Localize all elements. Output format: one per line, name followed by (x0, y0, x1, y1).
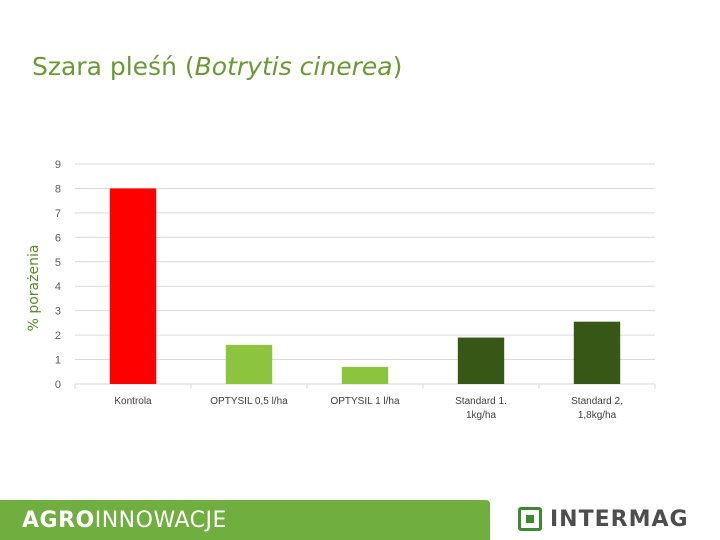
x-tick-label: 1,8kg/ha (578, 410, 617, 421)
y-tick-label: 5 (55, 257, 61, 269)
footer-band (0, 500, 490, 540)
intermag-logo: INTERMAG (518, 502, 689, 536)
slide-title: Szara pleśń (Botrytis cinerea) (32, 52, 402, 81)
title-prefix: Szara pleśń ( (32, 52, 195, 81)
bar (341, 366, 389, 384)
y-tick-label: 0 (55, 379, 61, 391)
intermag-logo-text: INTERMAG (550, 506, 689, 532)
y-tick-label: 6 (55, 232, 61, 244)
x-tick-label: OPTYSIL 1 l/ha (330, 396, 400, 407)
y-tick-label: 2 (55, 330, 61, 342)
intermag-mark-icon (518, 507, 542, 531)
bar (225, 344, 273, 384)
x-tick-label: Standard 2, (571, 396, 623, 407)
bar (457, 337, 505, 384)
y-tick-label: 4 (55, 281, 61, 293)
title-latin-name: Botrytis cinerea (194, 52, 393, 81)
agroinnowacje-logo: AGROINNOWACJE (22, 508, 227, 533)
title-suffix: ) (392, 52, 403, 81)
bar (109, 188, 157, 384)
x-tick-label: OPTYSIL 0,5 l/ha (210, 396, 288, 407)
x-tick-label: Kontrola (114, 396, 152, 407)
y-tick-label: 9 (55, 159, 61, 171)
brand-left-strong: AGRO (22, 508, 95, 533)
y-tick-label: 3 (55, 306, 61, 318)
brand-left-rest: INNOWACJE (94, 508, 227, 533)
y-tick-label: 1 (55, 355, 61, 367)
y-tick-label: 8 (55, 183, 61, 195)
y-tick-label: 7 (55, 208, 61, 220)
x-tick-label: Standard 1. (455, 396, 507, 407)
x-tick-label: 1kg/ha (466, 410, 496, 421)
bar (573, 321, 621, 384)
